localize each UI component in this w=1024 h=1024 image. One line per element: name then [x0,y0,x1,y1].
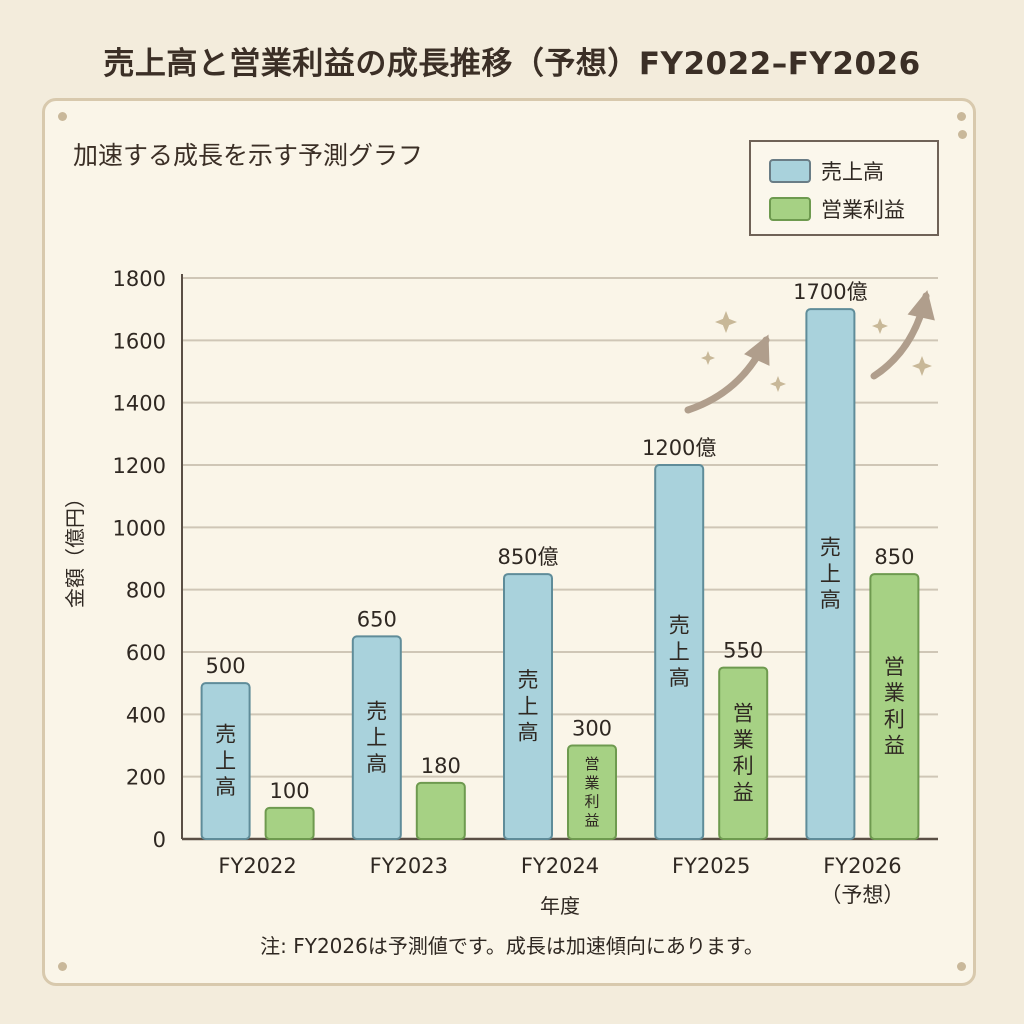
data-label-revenue: 650 [357,607,397,631]
inbar-label-profit: 利 [733,754,754,778]
y-tick-label: 1800 [113,267,166,291]
data-label-revenue: 1700億 [793,280,867,304]
inbar-label-revenue: 上 [669,640,690,664]
x-tick-label: FY2026 [823,854,901,878]
legend-label-profit: 営業利益 [821,198,905,222]
sparkle-icon [872,318,888,334]
bar-revenue [654,464,705,840]
corner-dot [58,962,67,971]
inbar-label-profit: 営 [733,702,754,726]
inbar-label-profit: 利 [884,707,905,731]
bar-profit [415,781,466,841]
bar-revenue [200,682,251,841]
inbar-label-profit: 益 [584,811,599,829]
x-tick-label: FY2023 [370,854,448,878]
sparkle-icon [701,351,715,365]
inbar-label-profit: 営 [884,655,905,679]
growth-arrow-icon-head [907,290,935,321]
legend: 売上高 営業利益 [749,140,939,236]
inbar-label-revenue: 売 [518,668,539,692]
sparkle-icon [912,356,932,376]
bar-profit [264,806,315,840]
inbar-label-revenue: 高 [366,752,387,776]
y-tick-label: 400 [126,703,166,727]
inbar-label-revenue: 売 [669,614,690,638]
x-axis-title: 年度 [540,894,580,918]
sparkle-icon [770,376,786,392]
y-axis-title: 金額（億円） [63,488,87,608]
corner-dot [957,112,966,121]
inbar-label-profit: 益 [733,780,754,804]
y-tick-label: 200 [126,766,166,790]
data-label-profit: 850 [874,545,914,569]
y-tick-label: 600 [126,641,166,665]
x-tick-label: FY2024 [521,854,599,878]
data-label-profit: 300 [572,717,612,741]
y-tick-label: 1400 [113,392,166,416]
labels: 0 200 400 600 800 1000 1200 1400 1600 1800 金額（億円） 年… [63,267,914,918]
inbar-label-revenue: 高 [518,721,539,745]
bar-profit [869,573,920,840]
bar-revenue [503,573,553,840]
inbar-label-profit: 業 [584,774,599,792]
inbar-label-profit: 業 [884,681,905,705]
growth-arrow-icon-head [744,334,770,366]
footnote: 注: FY2026は予測値です。成長は加速傾向にあります。 [260,934,764,958]
x-tick-label: FY2022 [218,854,296,878]
inbar-label-revenue: 売 [366,699,387,723]
chart-title: 売上高と営業利益の成長推移（予想）FY2022–FY2026 [103,46,921,82]
sparkle-icon [715,311,737,333]
decorations [684,290,935,414]
data-label-revenue: 1200億 [642,436,716,460]
data-label-profit: 550 [723,639,763,663]
chart-subtitle: 加速する成長を示す予測グラフ [73,141,424,170]
inbar-label-revenue: 高 [669,666,690,690]
data-label-profit: 100 [270,779,310,803]
y-tick-label: 0 [153,828,166,852]
inbar-label-profit: 益 [884,734,905,758]
data-label-profit: 180 [421,754,461,778]
inbar-label-revenue: 高 [820,588,841,612]
data-label-revenue: 850億 [497,545,558,569]
y-tick-label: 1200 [113,454,166,478]
legend-swatch-profit [769,197,811,221]
legend-item-profit: 営業利益 [769,194,905,224]
y-tick-label: 800 [126,579,166,603]
inbar-label-profit: 業 [733,728,754,752]
x-tick-sublabel: （予想） [820,883,904,907]
inbar-label-revenue: 上 [518,694,539,718]
bar-profit [567,744,617,840]
legend-swatch-revenue [769,159,811,183]
legend-item-revenue: 売上高 [769,156,884,186]
corner-dot [958,130,967,139]
inbar-label-revenue: 売 [215,723,236,747]
inbar-label-revenue: 上 [215,749,236,773]
inbar-label-profit: 利 [584,793,599,811]
y-tick-label: 1600 [113,329,166,353]
data-label-revenue: 500 [206,654,246,678]
inbar-label-profit: 営 [584,755,599,773]
corner-dot [957,962,966,971]
inbar-label-revenue: 上 [820,562,841,586]
bars [200,308,920,841]
inbar-label-revenue: 高 [215,775,236,799]
inbar-label-revenue: 売 [820,536,841,560]
bar-profit [718,666,769,840]
legend-label-revenue: 売上高 [821,160,884,184]
x-tick-label: FY2025 [672,854,750,878]
y-tick-label: 1000 [113,516,166,540]
corner-dot [58,112,67,121]
bar-revenue [351,635,402,841]
bar-revenue [805,308,856,840]
inbar-label-revenue: 上 [366,726,387,750]
